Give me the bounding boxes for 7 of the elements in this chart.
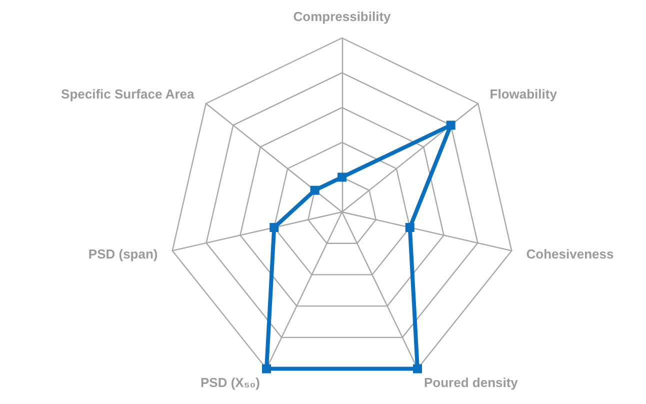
- spoke-label: Cohesiveness: [526, 246, 614, 262]
- spoke-label: PSD (span): [88, 246, 158, 262]
- spoke-label: PSD (X₅₀): [200, 374, 260, 390]
- spoke-label: Specific Surface Area: [61, 86, 195, 102]
- spoke-label: Poured density: [424, 374, 519, 390]
- spoke-label: Flowability: [490, 86, 558, 102]
- spoke-label: Compressibility: [293, 9, 392, 24]
